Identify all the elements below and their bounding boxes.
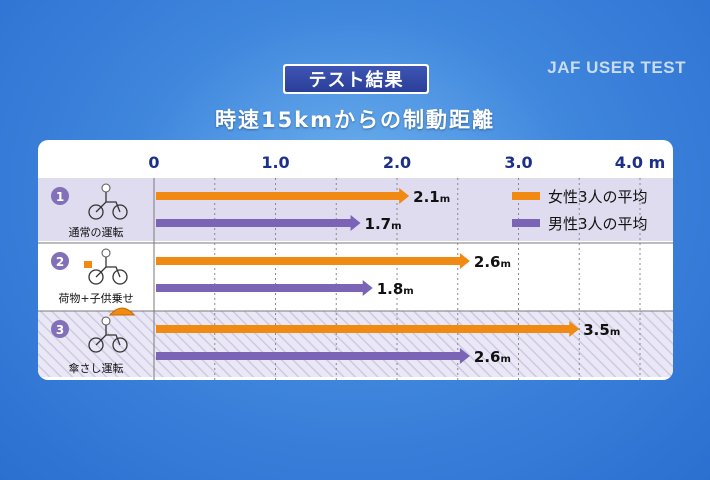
chart-subtitle: 時速15kmからの制動距離 [214,108,496,132]
rider-icon [101,316,111,326]
rider-icon [101,183,111,193]
title-badge: テスト結果 [283,64,429,94]
braking-distance-chart: 0 1.0 2.0 3.0 4.0 m1通常の運転2荷物+子供乗せ3傘さし運転2.1m2… [38,153,673,380]
category-label: 傘さし運転 [69,362,124,375]
x-tick-label: 4.0 m [615,153,666,172]
bicycle-icon [95,257,121,278]
child-seat-icon [84,261,92,268]
category-number: 2 [56,255,64,269]
bar [156,280,373,296]
bar-value-unit: m [403,286,413,297]
bicycle-icon [95,325,121,346]
bar-value-unit: m [440,194,450,205]
umbrella-icon [108,307,136,316]
bicycle-icon [112,269,128,285]
row-background [38,178,673,241]
bicycle-icon [88,204,104,220]
row-background [38,311,673,377]
bar-value-unit: m [500,354,510,365]
legend-swatch [512,192,540,200]
category-number-badge [51,252,69,270]
chart-panel: 0 1.0 2.0 3.0 4.0 m 1 通常の運転 2 荷物+子供乗せ 3 傘さし運転 2.1m 2… [38,140,673,380]
x-tick-label: 0 [148,153,159,172]
category-number-badge [51,187,69,205]
bar [156,253,470,269]
bicycle-icon [88,337,104,353]
legend-label: 男性3人の平均 [548,215,648,233]
bicycle-icon [95,192,121,213]
bar [156,321,580,337]
bicycle-icon [112,337,128,353]
x-tick-label: 1.0 [261,153,289,172]
brand-label: JAF USER TEST [547,58,686,77]
bar-value-unit: m [391,221,401,232]
legend-label: 女性3人の平均 [548,188,648,206]
category-number-badge [51,320,69,338]
legend-swatch [512,219,540,227]
category-label: 荷物+子供乗せ [58,291,133,305]
bar [156,348,470,364]
bar [156,215,361,231]
rider-icon [101,248,111,258]
x-tick-label: 3.0 [504,153,532,172]
category-label: 通常の運転 [69,226,124,239]
page-title: テスト結果 [285,66,427,92]
bicycle-icon [88,269,104,285]
category-number: 3 [56,323,64,337]
category-number: 1 [56,190,64,204]
bar [156,188,410,204]
x-tick-label: 2.0 [383,153,411,172]
bar-value-unit: m [610,327,620,338]
bicycle-icon [112,204,128,220]
bar-value-unit: m [500,259,510,270]
row-background [38,243,673,307]
